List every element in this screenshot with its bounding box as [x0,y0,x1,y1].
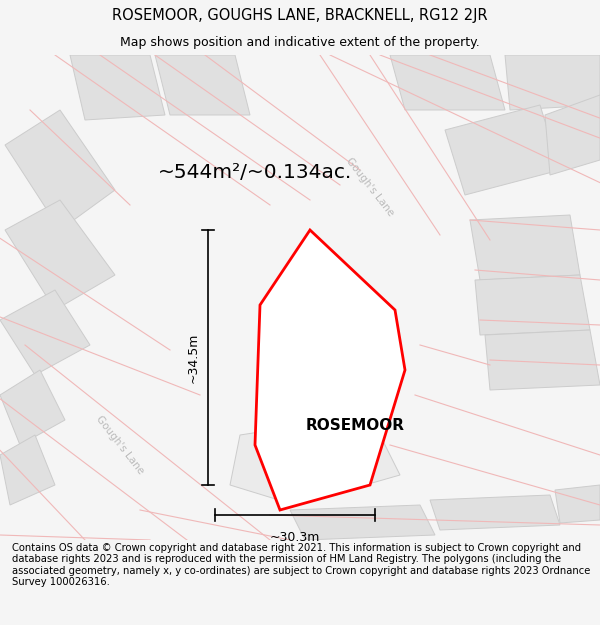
Polygon shape [470,215,580,280]
Polygon shape [5,200,115,310]
Polygon shape [505,55,600,110]
Text: Contains OS data © Crown copyright and database right 2021. This information is : Contains OS data © Crown copyright and d… [12,542,590,588]
Text: ~34.5m: ~34.5m [187,332,200,382]
Polygon shape [555,485,600,523]
Polygon shape [230,415,400,505]
Text: ROSEMOOR, GOUGHS LANE, BRACKNELL, RG12 2JR: ROSEMOOR, GOUGHS LANE, BRACKNELL, RG12 2… [112,8,488,23]
Polygon shape [430,495,560,530]
Polygon shape [255,230,405,510]
Text: Gough's Lane: Gough's Lane [344,156,396,218]
Polygon shape [0,290,90,375]
Polygon shape [0,435,55,505]
Polygon shape [485,330,600,390]
Polygon shape [475,275,590,335]
Text: Gough's Lane: Gough's Lane [94,414,146,476]
Text: ~30.3m: ~30.3m [270,531,320,544]
Polygon shape [0,370,65,445]
Polygon shape [290,505,435,540]
Polygon shape [5,110,115,230]
Polygon shape [390,55,505,110]
Text: Map shows position and indicative extent of the property.: Map shows position and indicative extent… [120,36,480,49]
Text: ~544m²/~0.134ac.: ~544m²/~0.134ac. [158,164,352,182]
Text: ROSEMOOR: ROSEMOOR [305,418,404,432]
Polygon shape [545,95,600,175]
Polygon shape [445,105,560,195]
Polygon shape [155,55,250,115]
Polygon shape [70,55,165,120]
